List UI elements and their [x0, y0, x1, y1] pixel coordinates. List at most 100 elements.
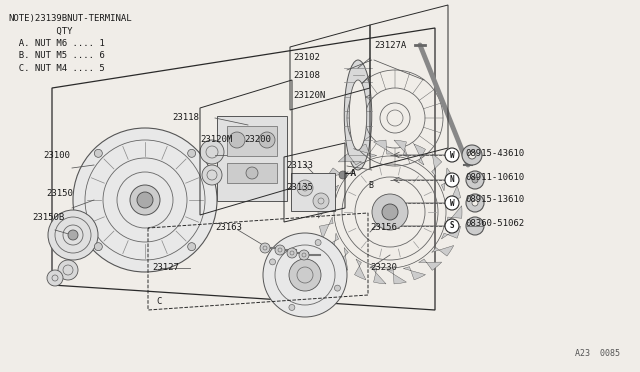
Circle shape — [188, 149, 196, 157]
Polygon shape — [442, 168, 454, 191]
Circle shape — [372, 194, 408, 230]
Polygon shape — [403, 267, 426, 280]
Text: B: B — [368, 180, 373, 189]
Polygon shape — [319, 185, 339, 198]
Text: 23127A: 23127A — [374, 41, 406, 49]
Circle shape — [445, 196, 459, 210]
Circle shape — [315, 240, 321, 246]
Text: 23108: 23108 — [293, 71, 320, 80]
Circle shape — [297, 180, 313, 196]
Text: 23102: 23102 — [293, 54, 320, 62]
Circle shape — [299, 250, 309, 260]
Text: 23133: 23133 — [286, 160, 313, 170]
Circle shape — [313, 193, 329, 209]
Polygon shape — [326, 233, 339, 256]
Circle shape — [445, 219, 459, 233]
Circle shape — [47, 270, 63, 286]
Circle shape — [269, 259, 276, 265]
Polygon shape — [52, 28, 435, 310]
Polygon shape — [318, 201, 333, 218]
Text: 23163: 23163 — [215, 224, 242, 232]
Polygon shape — [387, 270, 406, 284]
Circle shape — [246, 167, 258, 179]
Polygon shape — [339, 247, 348, 270]
Text: —A: —A — [346, 170, 356, 179]
Bar — [217, 116, 287, 201]
Text: NOTE)23139BNUT-TERMINAL
         QTY
  A. NUT M6 .... 1
  B. NUT M5 .... 6
  C. : NOTE)23139BNUT-TERMINAL QTY A. NUT M6 ..… — [8, 14, 132, 73]
Text: 23127: 23127 — [152, 263, 179, 273]
Text: 23150B: 23150B — [32, 214, 64, 222]
Circle shape — [73, 128, 217, 272]
Text: 08915-13610: 08915-13610 — [465, 196, 524, 205]
Circle shape — [472, 177, 478, 183]
Polygon shape — [355, 144, 377, 157]
Circle shape — [68, 230, 78, 240]
Bar — [291, 173, 335, 211]
Circle shape — [200, 140, 224, 164]
Circle shape — [468, 151, 476, 159]
Circle shape — [335, 285, 340, 291]
Polygon shape — [355, 259, 366, 280]
Circle shape — [472, 200, 478, 206]
Polygon shape — [319, 217, 333, 238]
Polygon shape — [431, 246, 454, 256]
Circle shape — [260, 243, 270, 253]
Polygon shape — [447, 186, 461, 207]
Polygon shape — [414, 144, 426, 165]
Circle shape — [259, 132, 275, 148]
Circle shape — [466, 217, 484, 235]
Text: 23150: 23150 — [46, 189, 73, 198]
Circle shape — [445, 173, 459, 187]
Text: 23120N: 23120N — [293, 90, 325, 99]
Circle shape — [94, 149, 102, 157]
Polygon shape — [371, 267, 386, 284]
Circle shape — [58, 260, 78, 280]
Circle shape — [137, 192, 153, 208]
Text: 23230: 23230 — [370, 263, 397, 273]
Circle shape — [339, 171, 347, 179]
Bar — [227, 126, 277, 156]
Polygon shape — [394, 140, 410, 157]
Circle shape — [94, 243, 102, 251]
Polygon shape — [419, 259, 442, 270]
Circle shape — [289, 259, 321, 291]
Circle shape — [466, 194, 484, 212]
Text: —A: —A — [345, 169, 356, 177]
Bar — [227, 163, 277, 183]
Ellipse shape — [349, 80, 367, 150]
Circle shape — [188, 243, 196, 251]
Text: A23  0085: A23 0085 — [575, 349, 620, 358]
Text: 08911-10610: 08911-10610 — [465, 173, 524, 183]
Text: 08360-51062: 08360-51062 — [465, 218, 524, 228]
Text: 23135: 23135 — [286, 183, 313, 192]
Circle shape — [229, 132, 245, 148]
Ellipse shape — [344, 60, 372, 170]
Text: 23200: 23200 — [244, 135, 271, 144]
Circle shape — [287, 248, 297, 258]
Circle shape — [48, 210, 98, 260]
Circle shape — [202, 165, 222, 185]
Circle shape — [382, 204, 398, 220]
Circle shape — [445, 148, 459, 162]
Polygon shape — [431, 154, 442, 176]
Circle shape — [466, 171, 484, 189]
Circle shape — [289, 304, 295, 311]
Text: 23118: 23118 — [172, 113, 199, 122]
Text: C: C — [156, 298, 161, 307]
Text: 23156: 23156 — [370, 224, 397, 232]
Text: N: N — [450, 176, 454, 185]
Text: 23100: 23100 — [43, 151, 70, 160]
Polygon shape — [326, 168, 348, 179]
Polygon shape — [339, 154, 362, 165]
Circle shape — [275, 245, 285, 255]
Polygon shape — [442, 226, 461, 239]
Text: 08915-43610: 08915-43610 — [465, 148, 524, 157]
Circle shape — [263, 233, 347, 317]
Text: S: S — [450, 221, 454, 231]
Polygon shape — [447, 206, 462, 224]
Text: 23120M: 23120M — [200, 135, 232, 144]
Text: W: W — [450, 199, 454, 208]
Circle shape — [130, 185, 160, 215]
Text: W: W — [450, 151, 454, 160]
Circle shape — [462, 145, 482, 165]
